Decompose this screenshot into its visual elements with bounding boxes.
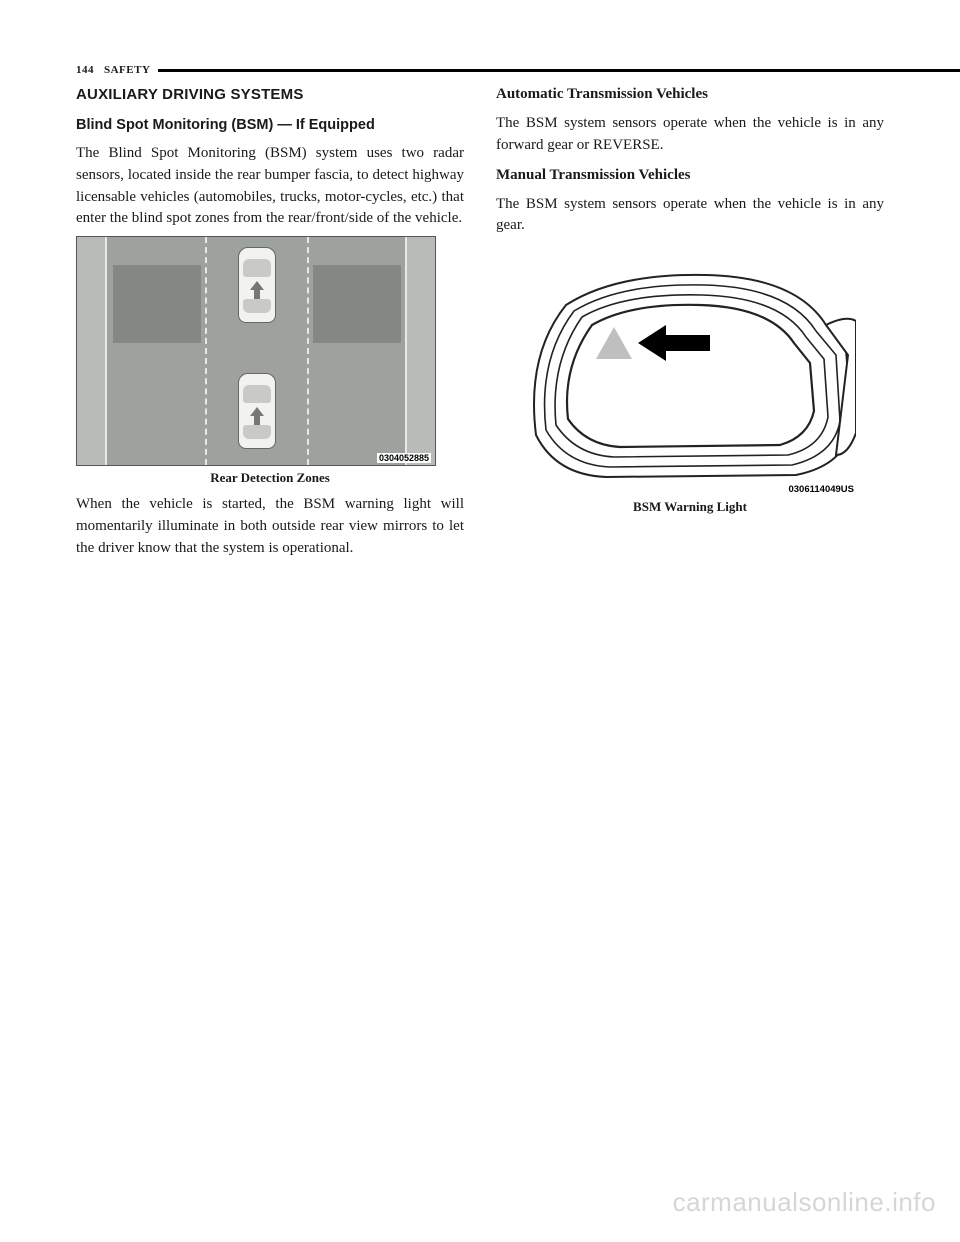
shoulder-left	[77, 237, 105, 465]
lane-dash-2	[307, 237, 309, 465]
lane-edge-left	[105, 237, 107, 465]
heading-auxiliary-driving-systems: AUXILIARY DRIVING SYSTEMS	[76, 86, 464, 103]
figure-caption-1: Rear Detection Zones	[76, 470, 464, 486]
image-code-1: 0304052885	[377, 453, 431, 463]
page-number: 144	[76, 64, 94, 76]
watermark: carmanualsonline.info	[673, 1187, 936, 1218]
paragraph-auto-trans: The BSM system sensors operate when the …	[496, 113, 884, 157]
lane-dash-1	[205, 237, 207, 465]
rear-detection-diagram: 0304052885	[76, 236, 436, 466]
paragraph-bsm-intro: The Blind Spot Monitoring (BSM) system u…	[76, 143, 464, 230]
heading-bsm: Blind Spot Monitoring (BSM) — If Equippe…	[76, 117, 464, 133]
paragraph-bsm-startup: When the vehicle is started, the BSM war…	[76, 494, 464, 559]
left-column: AUXILIARY DRIVING SYSTEMS Blind Spot Mon…	[76, 86, 464, 565]
page-header: 144 SAFETY	[76, 62, 960, 78]
figure-caption-2: BSM Warning Light	[496, 499, 884, 515]
blind-spot-zone-right	[313, 265, 401, 343]
heading-automatic-transmission: Automatic Transmission Vehicles	[496, 86, 884, 103]
lane-edge-right	[405, 237, 407, 465]
vehicle-rear-icon	[238, 373, 276, 449]
right-column: Automatic Transmission Vehicles The BSM …	[496, 86, 884, 565]
blind-spot-zone-left	[113, 265, 201, 343]
mirror-diagram: 0306114049US	[496, 255, 856, 495]
shoulder-right	[407, 237, 435, 465]
figure-bsm-warning-light: 0306114049US	[496, 255, 884, 495]
arrow-up-icon	[250, 281, 264, 299]
figure-rear-detection-zones: 0304052885	[76, 236, 464, 466]
arrow-up-icon	[250, 407, 264, 425]
heading-manual-transmission: Manual Transmission Vehicles	[496, 167, 884, 184]
mirror-svg	[496, 255, 856, 495]
paragraph-manual-trans: The BSM system sensors operate when the …	[496, 194, 884, 238]
image-code-2: 0306114049US	[788, 484, 854, 495]
section-name: SAFETY	[104, 64, 150, 76]
header-rule	[158, 69, 960, 72]
vehicle-front-icon	[238, 247, 276, 323]
